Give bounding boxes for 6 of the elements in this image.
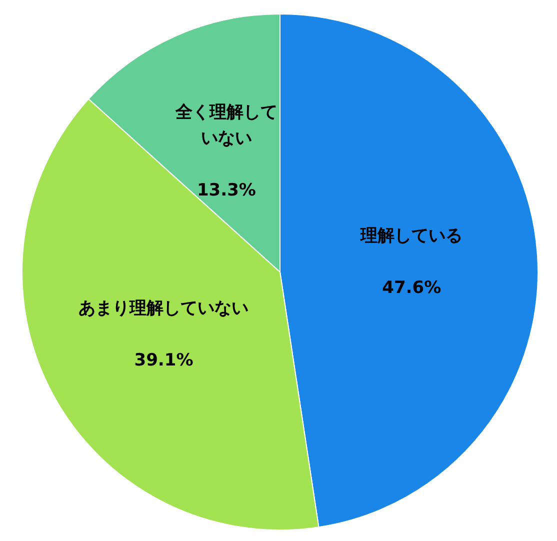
- data-label: 39.1%: [134, 350, 194, 370]
- data-label: 47.6%: [382, 278, 442, 298]
- slice-label: 全く理解していない: [174, 102, 278, 148]
- data-label: 13.3%: [196, 180, 256, 200]
- slice-label: 理解している: [360, 226, 463, 246]
- slice-label: あまり理解していない: [78, 298, 249, 318]
